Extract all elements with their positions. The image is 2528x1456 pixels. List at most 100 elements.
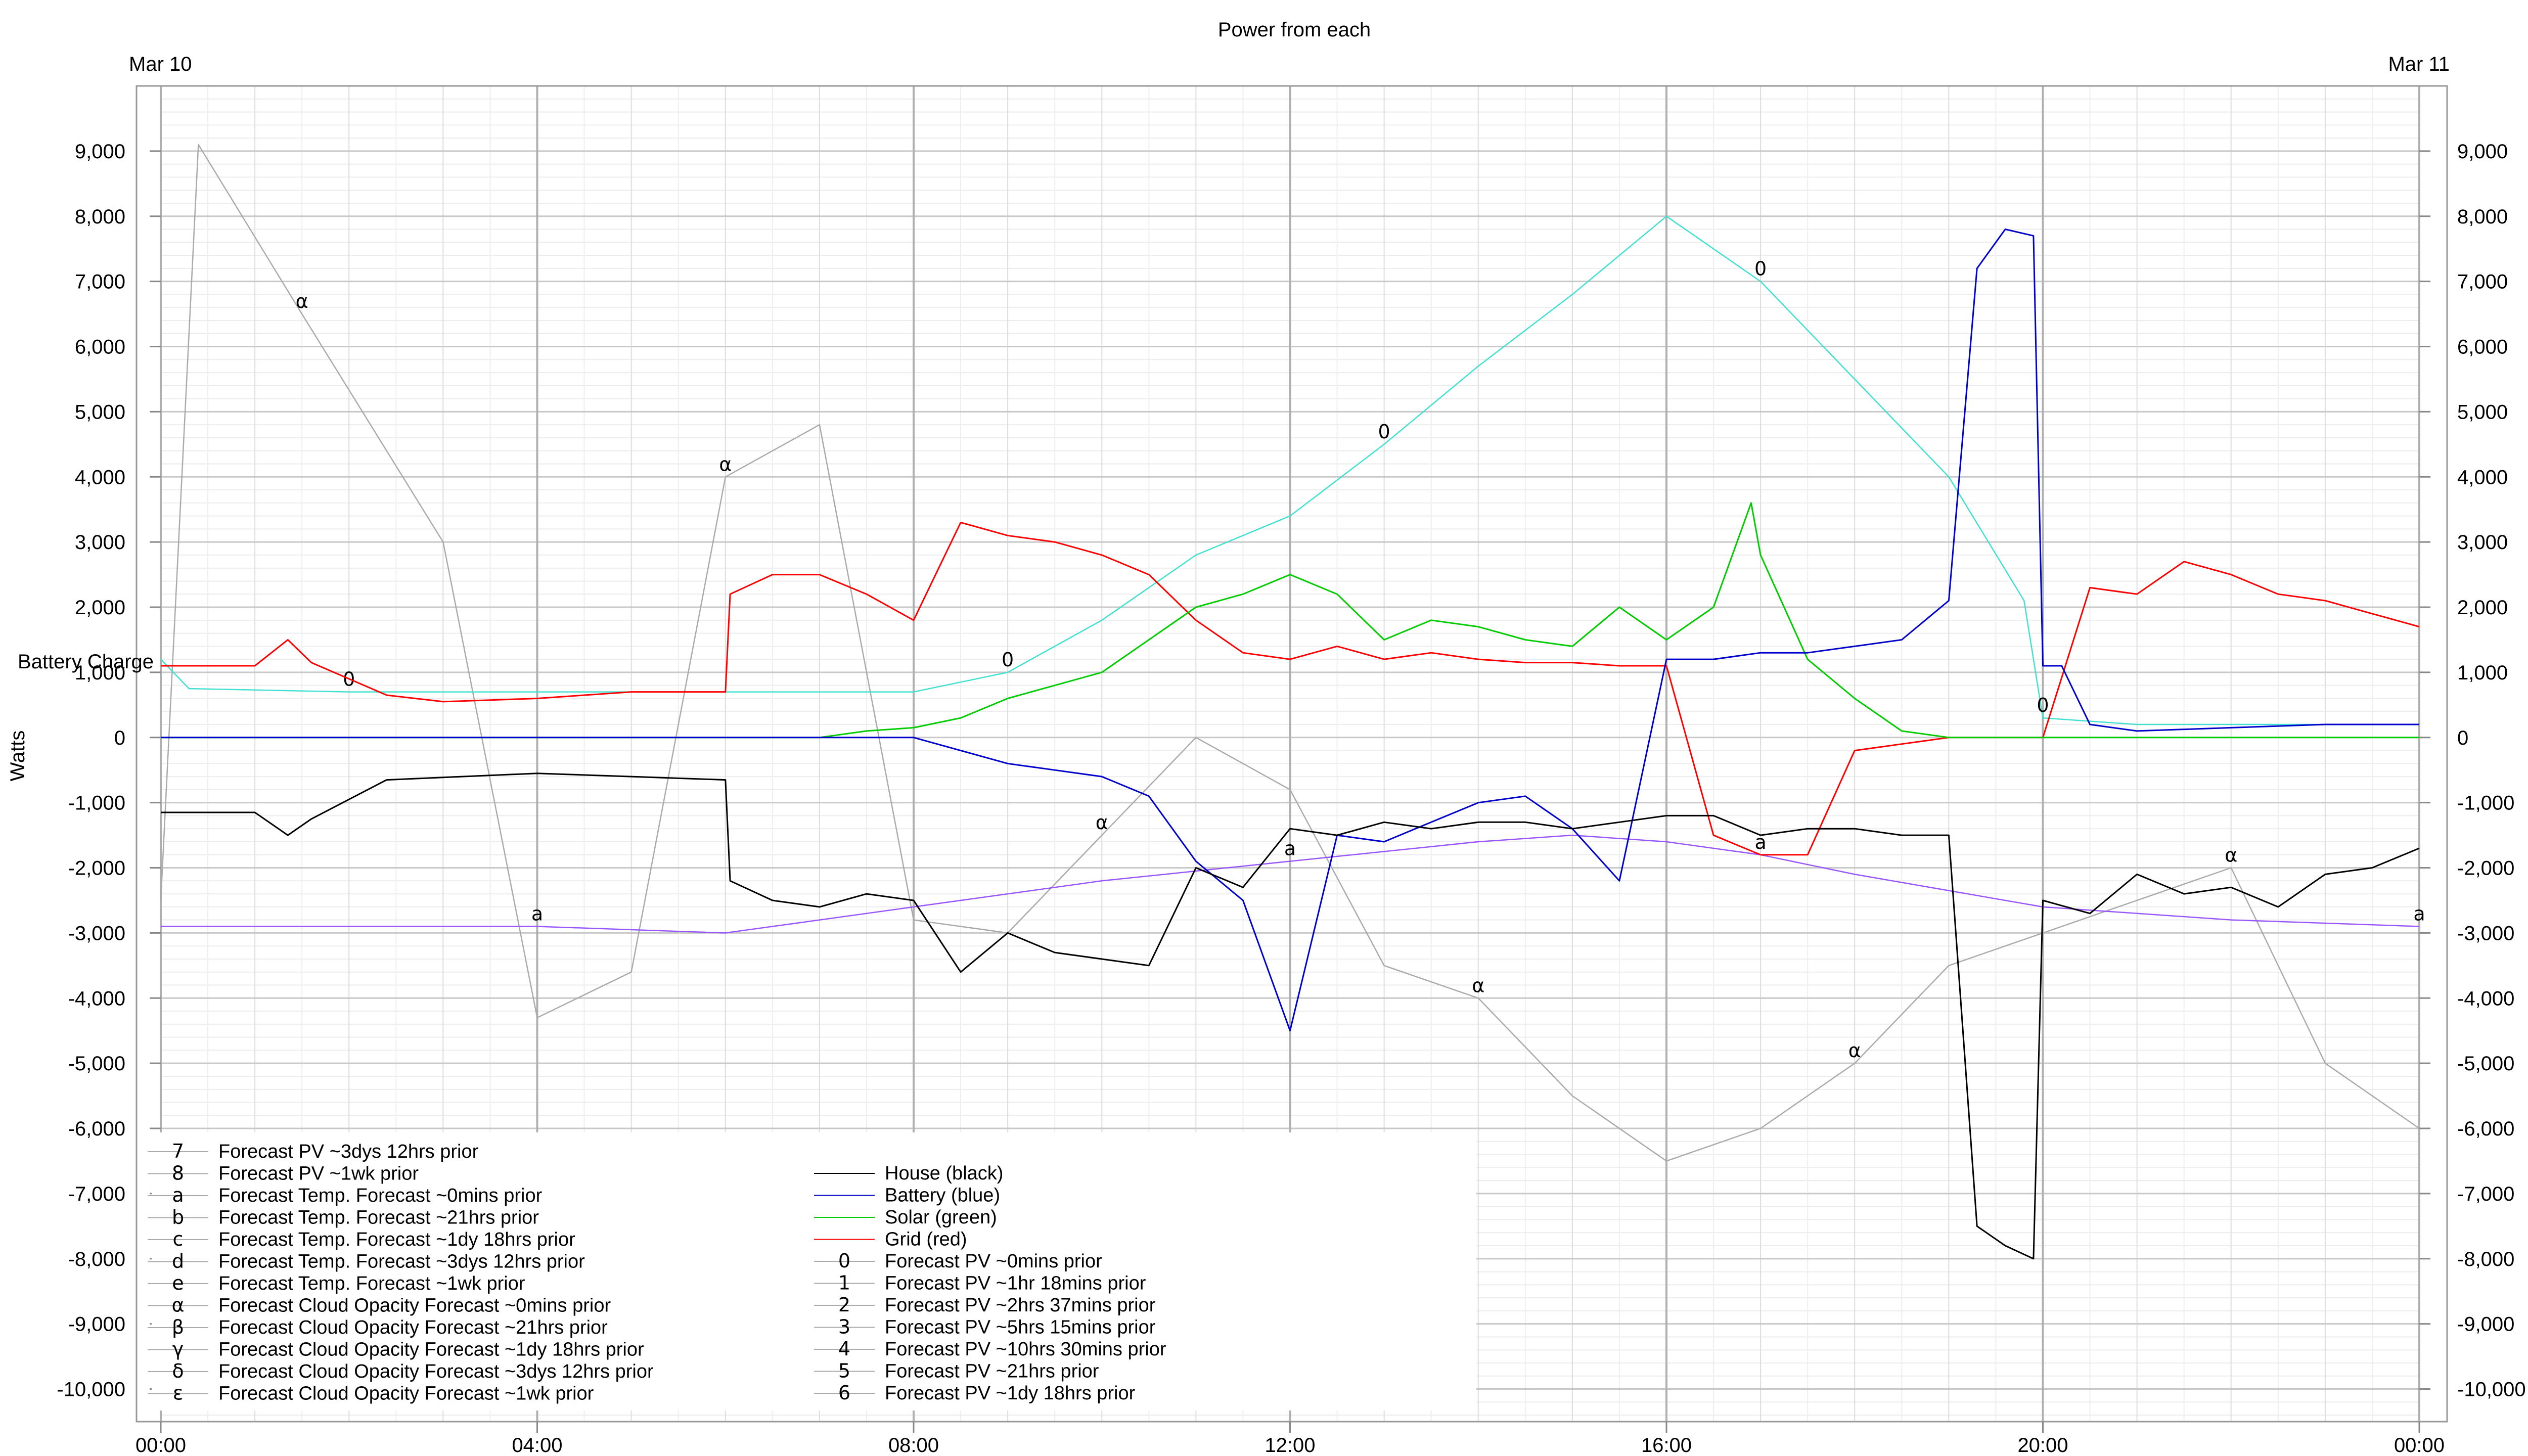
series-marker-forecast-cloud-opacity-forecast-0mins-prior: α	[2225, 844, 2237, 867]
y-tick-label-right: 4,000	[2457, 466, 2508, 488]
legend-marker: c	[173, 1228, 184, 1250]
legend-entry: Forecast PV ~2hrs 37mins prior	[885, 1295, 1156, 1316]
legend-entry: Forecast Temp. Forecast ~1dy 18hrs prior	[218, 1229, 575, 1250]
y-tick-label-right: 0	[2457, 727, 2468, 749]
y-tick-label-left: -2,000	[68, 857, 125, 880]
x-tick-label: 00:00	[2394, 1434, 2445, 1456]
y-tick-label-left: 9,000	[75, 141, 125, 163]
legend-marker: 8	[172, 1162, 184, 1185]
y-tick-label-left: -5,000	[68, 1053, 125, 1075]
y-tick-label-left: 1,000	[75, 662, 125, 684]
series-marker-forecast-pv-0mins-prior: 0	[1754, 258, 1767, 280]
legend-entry: Forecast PV ~0mins prior	[885, 1251, 1102, 1272]
chart-title: Power from each	[1218, 19, 1371, 41]
legend-entry: Forecast Temp. Forecast ~21hrs prior	[218, 1207, 539, 1228]
battery-charge-label: Battery Charge	[18, 651, 154, 673]
y-tick-label-left: -10,000	[57, 1379, 125, 1401]
legend-entry: Forecast PV ~1wk prior	[218, 1163, 419, 1185]
legend-entry: Forecast PV ~1dy 18hrs prior	[885, 1383, 1136, 1404]
legend-marker: 6	[838, 1382, 850, 1404]
y-tick-label-right: 3,000	[2457, 531, 2508, 554]
legend-entry: Forecast Cloud Opacity Forecast ~0mins p…	[218, 1295, 611, 1316]
legend-marker: ε	[173, 1382, 184, 1404]
legend-entry: Forecast Cloud Opacity Forecast ~1wk pri…	[218, 1383, 594, 1404]
series-line-solar-green	[161, 502, 2419, 739]
legend-marker: 3	[838, 1316, 850, 1338]
series-marker-forecast-cloud-opacity-forecast-0mins-prior: α	[1848, 1039, 1861, 1062]
series-line-battery-blue	[161, 229, 2419, 1032]
series-marker-forecast-pv-0mins-prior: 0	[2037, 694, 2049, 716]
y-tick-label-right: 8,000	[2457, 206, 2508, 228]
series-marker-forecast-temp-forecast-0mins-prior: a	[1284, 838, 1296, 860]
y-tick-label-right: 9,000	[2457, 141, 2508, 163]
legend-entry: Forecast Cloud Opacity Forecast ~1dy 18h…	[218, 1339, 644, 1360]
legend-entry: Grid (red)	[885, 1229, 967, 1250]
x-tick-label: 16:00	[1641, 1434, 1692, 1456]
x-tick-label: 12:00	[1265, 1434, 1315, 1456]
axes-layer: 9,000 9,000 8,000 8,000 7,000 7,000 6,000 6,000…	[57, 141, 2525, 1456]
legend-marker: 2	[838, 1294, 850, 1316]
y-tick-label-right: -2,000	[2457, 857, 2514, 880]
y-tick-label-left: 2,000	[75, 597, 125, 619]
legend-marker: b	[172, 1206, 184, 1228]
series-marker-forecast-cloud-opacity-forecast-0mins-prior: α	[1472, 974, 1484, 996]
legend-entry: Forecast Cloud Opacity Forecast ~3dys 12…	[218, 1361, 654, 1382]
legend: 7 Forecast PV ~3dys 12hrs prior 8 Forecast …	[148, 1140, 1166, 1404]
legend-entry: Forecast PV ~3dys 12hrs prior	[218, 1141, 479, 1162]
y-tick-label-right: 2,000	[2457, 597, 2508, 619]
legend-marker: α	[171, 1294, 184, 1316]
y-tick-label-right: -7,000	[2457, 1183, 2514, 1205]
y-tick-label-left: 3,000	[75, 531, 125, 554]
y-tick-label-left: -4,000	[68, 987, 125, 1010]
y-tick-label-left: -9,000	[68, 1313, 125, 1336]
series-line-house-black	[161, 772, 2420, 1260]
legend-entry: Forecast Temp. Forecast ~3dys 12hrs prio…	[218, 1251, 585, 1272]
y-tick-label-left: -1,000	[68, 792, 125, 814]
legend-marker: a	[172, 1184, 184, 1206]
legend-marker: δ	[172, 1360, 184, 1382]
legend-entry: Forecast Cloud Opacity Forecast ~21hrs p…	[218, 1317, 608, 1338]
y-tick-label-right: -9,000	[2457, 1313, 2514, 1336]
date-label-start: Mar 10	[129, 53, 192, 75]
x-tick-label: 00:00	[136, 1434, 186, 1456]
legend-marker: e	[172, 1272, 184, 1294]
y-tick-label-right: -8,000	[2457, 1248, 2514, 1270]
legend-entry: House (black)	[885, 1163, 1003, 1184]
legend-marker: 0	[838, 1250, 850, 1272]
legend-entry: Forecast PV ~21hrs prior	[885, 1361, 1099, 1382]
series-marker-forecast-cloud-opacity-forecast-0mins-prior: α	[296, 290, 308, 312]
plot-frame	[136, 85, 2448, 1423]
y-tick-label-left: -6,000	[68, 1118, 125, 1140]
legend-marker: β	[172, 1316, 184, 1338]
legend-entry: Forecast PV ~1hr 18mins prior	[885, 1273, 1146, 1294]
y-tick-label-right: 7,000	[2457, 271, 2508, 293]
x-tick-label: 20:00	[2017, 1434, 2068, 1456]
legend-entry: Forecast Temp. Forecast ~1wk prior	[218, 1273, 525, 1294]
y-tick-label-right: -1,000	[2457, 792, 2514, 814]
y-tick-label-right: -4,000	[2457, 987, 2514, 1010]
y-tick-label-left: 0	[114, 727, 125, 749]
legend-marker: 7	[172, 1140, 184, 1162]
y-tick-label-left: -8,000	[68, 1248, 125, 1270]
y-tick-label-right: 6,000	[2457, 336, 2508, 358]
y-tick-label-right: 1,000	[2457, 662, 2508, 684]
y-tick-label-right: -10,000	[2457, 1379, 2526, 1401]
legend-entry: Forecast Temp. Forecast ~0mins prior	[218, 1185, 543, 1206]
legend-entry: Battery (blue)	[885, 1185, 1000, 1206]
series-marker-forecast-cloud-opacity-forecast-0mins-prior: α	[1096, 811, 1108, 834]
legend-box	[152, 1132, 1476, 1410]
legend-marker: d	[172, 1250, 184, 1272]
y-tick-label-right: -6,000	[2457, 1118, 2514, 1140]
y-tick-label-right: 5,000	[2457, 401, 2508, 423]
legend-entry: Forecast PV ~10hrs 30mins prior	[885, 1339, 1166, 1360]
y-tick-label-left: 8,000	[75, 206, 125, 228]
y-tick-label-right: -3,000	[2457, 922, 2514, 944]
series-line-forecast-pv-0mins-prior	[160, 215, 2419, 725]
x-tick-label: 08:00	[888, 1434, 939, 1456]
y-tick-label-left: 5,000	[75, 401, 125, 423]
y-tick-label-left: -3,000	[68, 922, 125, 944]
series-marker-forecast-temp-forecast-0mins-prior: a	[1754, 831, 1766, 853]
y-tick-label-left: 4,000	[75, 466, 125, 488]
series-marker-forecast-cloud-opacity-forecast-0mins-prior: α	[719, 453, 732, 475]
